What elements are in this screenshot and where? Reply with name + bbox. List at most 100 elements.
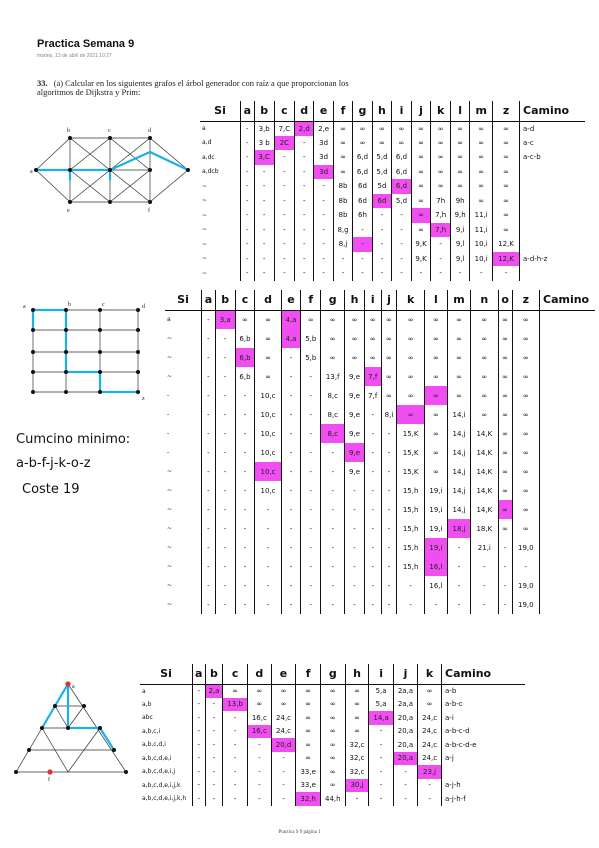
table3-cell: ∞ — [246, 697, 272, 711]
table2-cell: 15,K — [396, 462, 425, 481]
table3-cell: - — [417, 792, 442, 806]
table1-cell: 10,i — [469, 251, 493, 266]
table1-cell: 9,i — [449, 222, 470, 237]
table2-cell: - — [300, 576, 321, 595]
table2-cell: - — [201, 576, 216, 595]
table1-cell: ∞ — [352, 121, 373, 136]
table2-cell: - — [280, 348, 301, 367]
table2-cell: 15,h — [396, 481, 425, 500]
table1-cell: 3d — [313, 150, 334, 165]
table1-cell: a-c — [519, 135, 585, 150]
table1-cell: 9,l — [449, 237, 470, 252]
table1-cell: 6,d — [391, 150, 412, 165]
table3-cell — [441, 765, 525, 779]
table2-cell — [539, 557, 595, 576]
table3-cell: - — [222, 765, 248, 779]
problem-text: (a) Calcular en los siguientes grafos el… — [37, 78, 349, 97]
table3-cell: - — [246, 765, 272, 779]
table2-cell: - — [511, 557, 540, 576]
page-title: Practica Semana 9 — [37, 38, 135, 50]
table2-cell: ∞ — [423, 462, 448, 481]
table1-cell: ∞ — [449, 179, 470, 194]
table3-cell: abc — [142, 714, 153, 722]
table2-row: ~ - - - - - - - - - -15,h 19,i 18,j 18,K ∞ ∞ — [165, 519, 595, 538]
table1-cell: - — [371, 237, 392, 252]
table3-cell: - — [392, 792, 418, 806]
table2-cell: ∞ — [511, 348, 540, 367]
table2-cell: - — [320, 538, 345, 557]
table1-cell: a-c-b — [519, 150, 585, 165]
table1-cell — [519, 164, 585, 179]
table1-cell: ∞ — [410, 193, 431, 208]
graph1-label-e: e — [67, 208, 70, 214]
table1-cell: ∞ — [371, 121, 392, 136]
table3-cell: ∞ — [295, 684, 321, 698]
table3-cell: - — [204, 711, 223, 725]
table2-cell: - — [300, 462, 321, 481]
table3-cell: - — [222, 724, 248, 738]
table2-row: a -3,a ∞ ∞ 4,a ∞ ∞ ∞ ∞ ∞ ∞ ∞ ∞ ∞ ∞ ∞ — [165, 310, 595, 329]
table1-cell: ∞ — [492, 135, 520, 150]
table1-cell: - — [391, 222, 412, 237]
table2-cell: ~ — [167, 582, 173, 589]
table1-cell: a-d — [519, 121, 585, 136]
table3-cell: - — [192, 697, 206, 711]
table2-cell: - — [363, 557, 382, 576]
table3-cell: ∞ — [417, 697, 442, 711]
table1-cell: 6d — [371, 193, 392, 208]
table2-cell: - — [201, 538, 216, 557]
table2-cell: ∞ — [497, 481, 513, 500]
table1-cell: - — [332, 251, 353, 266]
table2-header: k — [396, 290, 425, 311]
table2-cell: ∞ — [497, 424, 513, 443]
table1-cell: 5d — [371, 179, 392, 194]
table2-cell: - — [363, 500, 382, 519]
table1-cell: - — [240, 179, 255, 194]
graph3-label-a: a — [72, 684, 75, 690]
table1-cell: ∞ — [410, 222, 431, 237]
table1-cell: - — [293, 266, 314, 281]
table1-cell: - — [273, 222, 295, 237]
table3-cell: 20,d — [270, 738, 296, 752]
table2-cell: - — [214, 519, 235, 538]
table1-row: ~ - - - - -8,j - - -9,K -9,l 10,i 12,K — [200, 237, 585, 252]
table2-cell: ∞ — [234, 310, 255, 329]
table1-cell: - — [240, 121, 255, 136]
table2-header: a — [201, 290, 216, 311]
table2-cell: ∞ — [470, 405, 499, 424]
graph2-label-d: d — [142, 304, 145, 310]
table1-cell: - — [273, 150, 295, 165]
table3-cell: a — [142, 687, 146, 695]
table2-cell — [539, 595, 595, 614]
table2-cell: - — [254, 538, 282, 557]
table2-cell — [539, 576, 595, 595]
table2-row: ~ - - - - - - - - - - - - - - -19,0 — [165, 595, 595, 614]
table3-cell: a,b,c,d,e,i,j,k — [142, 781, 181, 789]
table2-cell: - — [320, 462, 345, 481]
table1-cell: ∞ — [492, 222, 520, 237]
table2-cell: - — [320, 519, 345, 538]
graph-1-diagram: a b c d e f — [30, 128, 190, 214]
table2-cell: - — [280, 595, 301, 614]
table2-cell: - — [201, 424, 216, 443]
table2-cell: 9,e — [344, 405, 365, 424]
table2-cell: ∞ — [446, 386, 471, 405]
table3-cell: 44,h — [319, 792, 346, 806]
table2-cell: ~ — [167, 354, 173, 361]
table3-cell: - — [246, 778, 272, 792]
table3-header: d — [246, 664, 272, 685]
table3-body: a -2,a ∞ ∞ ∞ ∞ ∞ ∞ 5,a 2a,a ∞ a-b a,b - -13,b ∞ ∞ ∞ ∞ ∞ 5,a 2… — [140, 684, 525, 806]
table2-cell: - — [300, 424, 321, 443]
table1-cell: ∞ — [430, 179, 451, 194]
table2-header: f — [300, 290, 321, 311]
table3-cell: - — [222, 711, 248, 725]
table1-cell: 5,d — [371, 164, 392, 179]
table1-cell: ∞ — [352, 135, 373, 150]
table2-cell: - — [380, 595, 397, 614]
table1-cell: - — [313, 193, 334, 208]
table3-cell: ∞ — [344, 724, 369, 738]
table1-cell: ∞ — [391, 135, 412, 150]
table1-cell: 8b — [332, 208, 353, 223]
table2-cell: - — [380, 481, 397, 500]
table2-cell: - — [234, 386, 255, 405]
